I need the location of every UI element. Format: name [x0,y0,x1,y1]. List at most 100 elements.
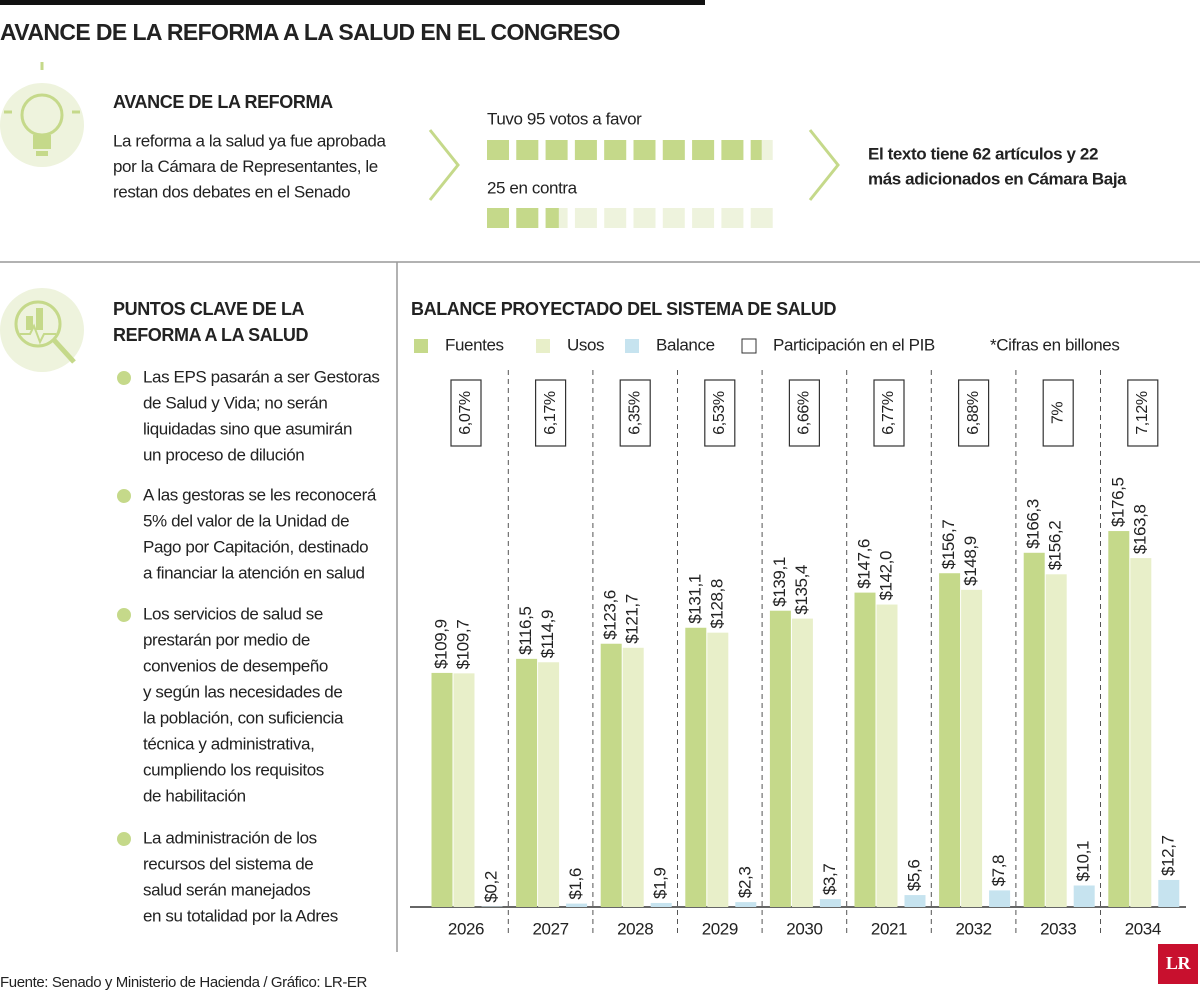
vote-square [574,208,597,228]
bar [1023,552,1045,907]
value-label: $1,6 [566,868,585,900]
pib-label: 6,35% [626,391,643,435]
pib-box [619,379,651,447]
bar [650,902,672,907]
value-label: $5,6 [904,860,923,892]
bar [735,902,757,907]
bar [600,643,622,907]
legend-label: Participación en el PIB [773,335,935,354]
value-label: $148,9 [961,536,980,586]
bar [431,672,453,907]
legend-swatch [536,339,550,353]
page-title: AVANCE DE LA REFORMA A LA SALUD EN EL CO… [0,19,620,45]
key-point-line: salud serán manejados [143,880,310,899]
vote-square-filled [750,140,762,160]
x-tick-label: 2027 [532,919,568,938]
vote-square-filled [721,140,744,160]
pib-label: 6,88% [965,391,982,435]
pib-label: 6,66% [796,391,813,435]
vote-square [662,208,685,228]
bar [791,618,813,907]
pib-box [1042,379,1074,447]
value-label: $116,5 [516,607,535,655]
bar [876,604,898,907]
vote-square-filled [516,208,539,228]
vote-square-filled [487,140,509,160]
chart-title: BALANCE PROYECTADO DEL SISTEMA DE SALUD [411,299,836,319]
value-label: $109,7 [453,620,472,670]
vote-square [633,208,656,228]
key-point-line: un proceso de dilución [143,445,304,464]
vote-square-filled [633,140,656,160]
key-point-line: en su totalidad por la Adres [143,906,338,925]
vote-squares [487,140,773,228]
value-label: $10,1 [1074,841,1093,882]
value-label: $139,1 [770,557,789,607]
key-point-line: Los servicios de salud se [143,604,323,623]
articles-line: más adicionados en Cámara Baja [868,169,1127,188]
key-point-line: convenios de desempeño [143,656,328,675]
pib-box [450,379,482,447]
key-point-line: A las gestoras se les reconocerá [143,485,377,504]
x-tick-label: 2034 [1125,919,1161,938]
pib-label: 6,53% [711,391,728,435]
value-label: $135,4 [792,565,811,615]
vote-square-filled [516,140,539,160]
x-tick-label: 2028 [617,919,653,938]
value-label: $121,7 [623,594,642,644]
key-point-line: de habilitación [143,786,246,805]
pib-label: 6,77% [880,391,897,435]
bar [1108,531,1130,907]
vote-square [721,208,744,228]
chart-note: *Cifras en billones [990,335,1119,354]
value-label: $12,7 [1158,835,1177,876]
top-bar [0,0,705,5]
value-label: $128,8 [707,579,726,629]
value-label: $109,9 [431,619,450,669]
legend-label: Balance [656,335,715,354]
value-label: $0,2 [481,871,500,903]
bar [961,589,983,907]
key-point-line: cumpliendo los requisitos [143,760,324,779]
vote-square-filled [604,140,627,160]
key-points-title: REFORMA A LA SALUD [113,325,309,345]
vote-square [750,208,773,228]
legend-label: Fuentes [445,335,504,354]
logo: LR [1166,953,1192,973]
bar [854,592,876,907]
legend-swatch [414,339,428,353]
value-label: $166,3 [1024,499,1043,549]
progress-line: por la Cámara de Representantes, le [113,157,378,176]
legend-swatch [625,339,639,353]
value-label: $2,3 [735,867,754,899]
value-label: $147,6 [854,539,873,589]
value-label: $176,5 [1108,477,1127,527]
key-point-line: liquidadas sino que asumirán [143,419,352,438]
vote-square-filled [574,140,597,160]
key-point-line: 5% del valor de la Unidad de [143,511,349,530]
source: Fuente: Senado y Ministerio de Hacienda … [0,974,368,991]
vote-square [692,208,715,228]
key-point-line: la población, con suficiencia [143,708,344,727]
pib-box [534,379,567,447]
progress-title: AVANCE DE LA REFORMA [113,92,333,112]
key-point-line: prestarán por medio de [143,630,310,649]
vote-square [604,208,627,228]
bar [622,647,644,907]
value-label: $131,1 [685,574,704,624]
bar [819,899,841,907]
progress-line: restan dos debates en el Senado [113,182,350,201]
x-tick-label: 2032 [955,919,991,938]
vote-square-filled [487,208,509,228]
x-tick-label: 2026 [448,919,484,938]
bar [453,673,475,907]
key-point-line: a financiar la atención en salud [143,563,365,582]
progress-line: La reforma a la salud ya fue aprobada [113,131,386,150]
pib-label: 7% [1049,402,1066,424]
pib-label: 7,12% [1134,391,1151,435]
value-label: $114,9 [538,610,557,658]
votes-against: 25 en contra [487,178,578,197]
pib-label: 6,17% [542,391,559,435]
